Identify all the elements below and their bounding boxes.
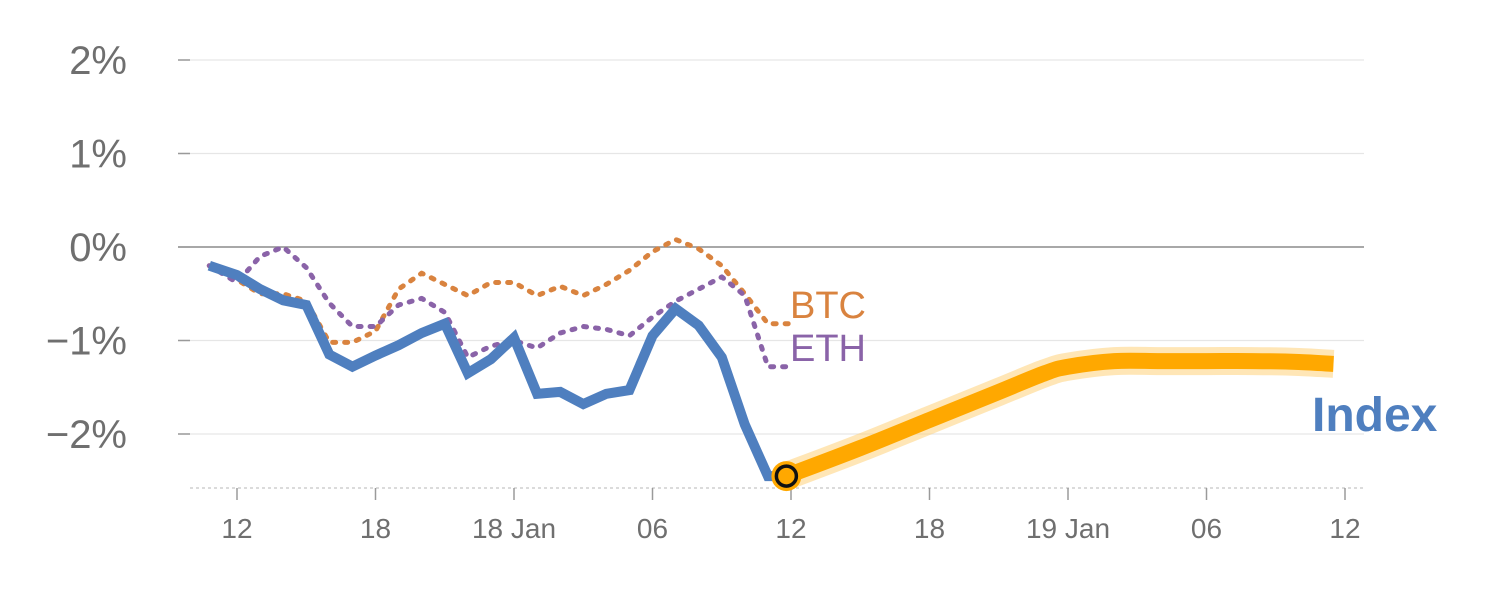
x-axis: 12 18 18 Jan 06 12 18 19 Jan 06 12 bbox=[190, 487, 1364, 544]
y-tick-label: 0% bbox=[69, 226, 127, 270]
x-tick-label: 12 bbox=[1329, 513, 1360, 544]
y-tick-label: 1% bbox=[69, 133, 127, 177]
x-tick-label: 18 Jan bbox=[472, 513, 556, 544]
x-tick-label: 06 bbox=[1191, 513, 1222, 544]
y-tick-label: −2% bbox=[46, 413, 127, 457]
current-point-ring bbox=[774, 464, 799, 488]
y-axis: 2% 1% 0% −1% −2% bbox=[46, 39, 190, 457]
y-tick-label: 2% bbox=[69, 39, 127, 83]
x-tick-label: 18 bbox=[360, 513, 391, 544]
x-tick-label: 18 bbox=[914, 513, 945, 544]
x-tick-label: 12 bbox=[775, 513, 806, 544]
x-tick-label: 06 bbox=[637, 513, 668, 544]
series-lines bbox=[206, 237, 1335, 492]
x-tick-label: 19 Jan bbox=[1026, 513, 1110, 544]
y-tick-label: −1% bbox=[46, 320, 127, 364]
series-label-btc: BTC bbox=[790, 285, 866, 327]
gridlines bbox=[178, 59, 1364, 435]
series-line-eth bbox=[206, 244, 794, 370]
x-tick-label: 12 bbox=[221, 513, 252, 544]
forecast-line bbox=[783, 352, 1334, 484]
forecast-band bbox=[781, 346, 1335, 490]
series-line-index bbox=[207, 260, 791, 482]
series-label-eth: ETH bbox=[790, 328, 866, 370]
series-label-index: Index bbox=[1312, 389, 1438, 442]
